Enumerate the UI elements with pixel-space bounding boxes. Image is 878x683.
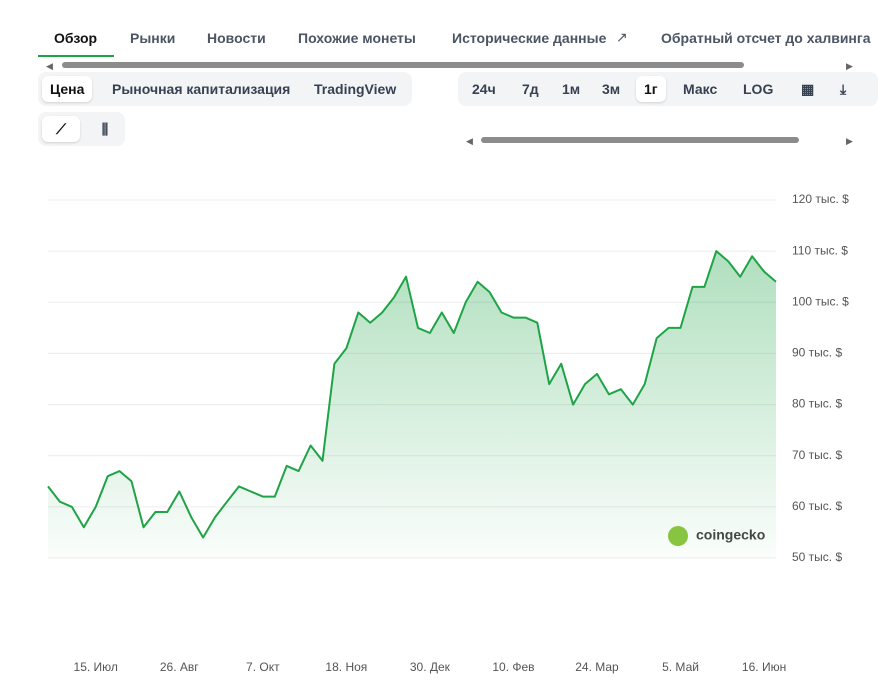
tab[interactable]: Рынки bbox=[130, 30, 176, 46]
scroll-left[interactable]: ◀ bbox=[466, 136, 473, 146]
external-icon[interactable]: ↗ bbox=[616, 29, 628, 45]
tab[interactable]: Похожие монеты bbox=[298, 30, 416, 46]
view-tab[interactable]: TradingView bbox=[314, 81, 397, 97]
x-tick-label: 16. Июн bbox=[742, 660, 786, 674]
price-line bbox=[47, 250, 777, 539]
y-tick-label: 120 тыс. $ bbox=[792, 192, 849, 206]
chart-style-group: ⟋ ⫼ bbox=[38, 112, 125, 146]
view-tab[interactable]: Цена bbox=[42, 76, 93, 102]
range-button[interactable]: 3м bbox=[602, 81, 621, 97]
tab[interactable]: Новости bbox=[207, 30, 266, 46]
view-group: Цена Рыночная капитализация TradingView bbox=[38, 72, 412, 106]
y-tick-label: 50 тыс. $ bbox=[792, 550, 842, 564]
y-tick-label: 60 тыс. $ bbox=[792, 499, 842, 513]
tab-bar: Обзор Рынки Новости Похожие монеты Историчес… bbox=[0, 0, 878, 60]
x-tick-label: 10. Фев bbox=[492, 660, 534, 674]
tab[interactable]: Исторические данные bbox=[452, 30, 607, 46]
tab-underline bbox=[38, 55, 114, 57]
y-tick-label: 110 тыс. $ bbox=[792, 243, 848, 257]
scroll-right[interactable]: ▶ bbox=[846, 136, 853, 146]
range-button[interactable]: 1г bbox=[636, 76, 666, 102]
download-icon[interactable]: ⤓ bbox=[840, 81, 847, 97]
x-tick-label: 18. Ноя bbox=[325, 660, 367, 674]
y-tick-label: 100 тыс. $ bbox=[792, 294, 849, 308]
calendar-icon[interactable]: ▦ bbox=[801, 81, 815, 97]
scrollbar[interactable] bbox=[481, 137, 799, 143]
tab[interactable]: Обзор bbox=[54, 30, 98, 46]
range-group: ▦ ⤓ 24ч 7д 1м 3м 1г Макс LOG bbox=[458, 72, 878, 106]
line-icon[interactable]: ⟋ bbox=[42, 116, 80, 142]
x-tick-label: 5. Май bbox=[662, 660, 699, 674]
range-button[interactable]: LOG bbox=[743, 81, 774, 97]
area-fill bbox=[48, 251, 776, 558]
y-tick-label: 70 тыс. $ bbox=[792, 448, 842, 462]
y-tick-label: 80 тыс. $ bbox=[792, 397, 842, 411]
x-tick-label: 24. Мар bbox=[575, 660, 619, 674]
range-button[interactable]: 1м bbox=[562, 81, 581, 97]
x-tick-label: 15. Июл bbox=[74, 660, 118, 674]
tab[interactable]: Обратный отсчет до халвинга bbox=[661, 30, 871, 46]
scroll-left[interactable]: ◀ bbox=[46, 61, 53, 71]
view-tab[interactable]: Рыночная капитализация bbox=[112, 81, 291, 97]
range-button[interactable]: 24ч bbox=[472, 81, 496, 97]
range-button[interactable]: Макс bbox=[683, 81, 718, 97]
scroll-right[interactable]: ▶ bbox=[846, 61, 853, 71]
range-button[interactable]: 7д bbox=[522, 81, 539, 97]
x-tick-label: 26. Авг bbox=[160, 660, 199, 674]
y-tick-label: 90 тыс. $ bbox=[792, 346, 842, 360]
scrollbar[interactable] bbox=[62, 62, 744, 68]
x-tick-label: 7. Окт bbox=[246, 660, 280, 674]
x-tick-label: 30. Дек bbox=[410, 660, 451, 674]
candle-icon[interactable]: ⫼ bbox=[101, 121, 109, 137]
